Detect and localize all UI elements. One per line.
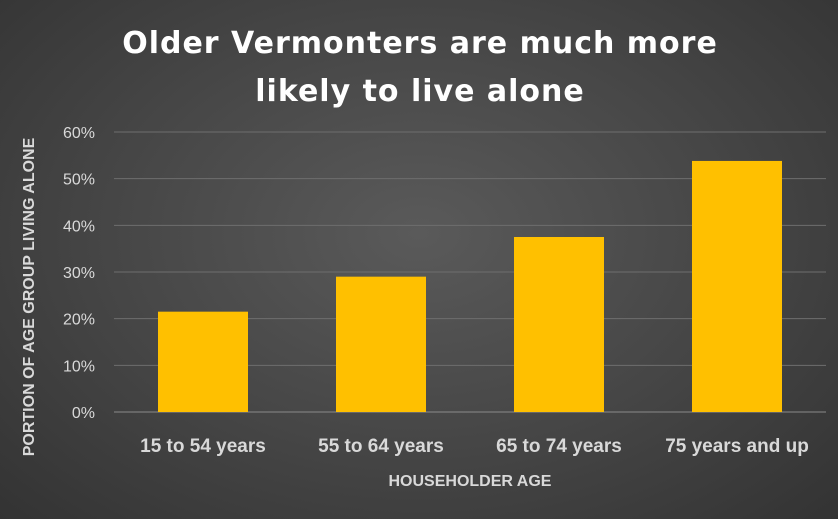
y-tick-label: 20% xyxy=(63,312,95,329)
x-tick-label: 55 to 64 years xyxy=(318,436,444,457)
y-tick-label: 0% xyxy=(72,405,95,422)
x-tick-label: 65 to 74 years xyxy=(496,436,622,457)
bar xyxy=(514,237,604,412)
y-tick-label: 10% xyxy=(63,358,95,375)
y-axis-label: PORTION OF AGE GROUP LIVING ALONE xyxy=(21,137,38,456)
bar xyxy=(692,160,782,412)
bars xyxy=(158,160,782,412)
x-tick-labels: 15 to 54 years 55 to 64 years 65 to 74 yea… xyxy=(140,436,809,457)
chart-title: Older Vermonters are much more likely to… xyxy=(122,26,718,109)
x-axis-label: HOUSEHOLDER AGE xyxy=(389,473,552,490)
y-tick-labels: 0% 10% 20% 30% 40% 50% 60% xyxy=(63,125,95,422)
y-tick-label: 50% xyxy=(63,172,95,189)
y-tick-label: 30% xyxy=(63,265,95,282)
y-tick-label: 60% xyxy=(63,125,95,142)
x-tick-label: 75 years and up xyxy=(665,436,809,457)
y-tick-label: 40% xyxy=(63,218,95,235)
x-tick-label: 15 to 54 years xyxy=(140,436,266,457)
bar xyxy=(336,276,426,412)
bar xyxy=(158,311,248,412)
